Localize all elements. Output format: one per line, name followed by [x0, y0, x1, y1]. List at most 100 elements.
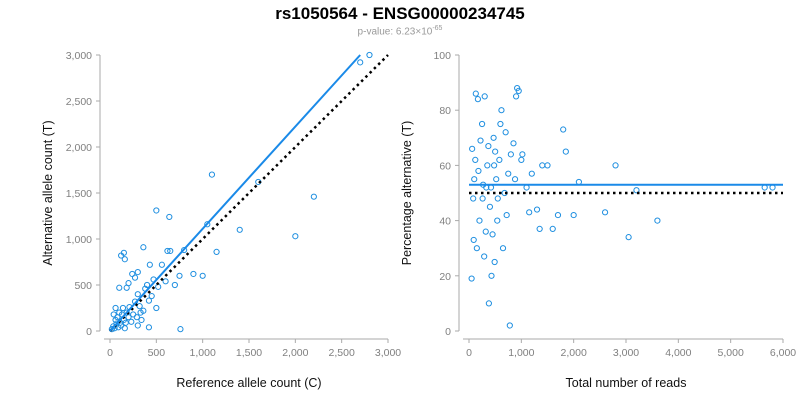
right-data-point [560, 126, 567, 133]
right-data-point [491, 258, 498, 266]
left-x-tick-label: 2,500 [329, 347, 355, 359]
right-data-point [533, 206, 541, 213]
right-data-point [539, 162, 546, 169]
left-data-point [134, 291, 141, 298]
scatter-plot-allele-counts: 0 500 1,000 1,500 2,000 2,500 3,000 0 500 1,000 1,… [41, 50, 401, 390]
right-data-point [492, 148, 499, 155]
left-data-point [176, 272, 183, 279]
left-data-point [208, 171, 216, 178]
right-data-point [481, 93, 488, 100]
right-data-point [478, 120, 486, 128]
left-x-tick-label: 500 [148, 347, 166, 359]
right-y-tick-label: 100 [433, 50, 451, 62]
right-data-point [549, 225, 556, 232]
right-y-tick-label: 0 [445, 326, 451, 338]
right-y-tick-label: 20 [439, 271, 451, 283]
left-data-point [190, 270, 197, 278]
right-data-point [505, 170, 512, 177]
left-data-point [125, 314, 132, 321]
right-data-point [519, 151, 526, 158]
left-data-point [148, 292, 155, 300]
left-data-point [155, 283, 162, 290]
left-data-point [146, 261, 153, 268]
left-x-tick-label: 1,500 [236, 347, 262, 359]
right-data-point [481, 253, 488, 260]
left-data-point [145, 297, 153, 304]
left-y-axis-title: Alternative allele count (T) [41, 120, 55, 265]
left-data-point [153, 304, 160, 312]
right-data-point [515, 87, 522, 94]
right-data-point [468, 275, 475, 282]
left-data-point [158, 261, 165, 268]
right-data-point [503, 211, 510, 219]
left-y-tick-label: 500 [74, 280, 92, 292]
right-data-point [485, 142, 492, 150]
left-x-tick-label: 0 [107, 347, 113, 359]
right-x-tick-label: 0 [466, 347, 472, 359]
right-x-tick-label: 2,000 [561, 347, 587, 359]
right-data-point [498, 107, 505, 114]
right-data-point [633, 187, 640, 194]
right-data-point [496, 156, 503, 163]
right-x-tick-label: 6,000 [770, 347, 796, 359]
right-data-point [511, 176, 519, 183]
right-y-tick-label: 40 [439, 216, 451, 228]
right-data-point [518, 156, 525, 163]
right-data-point [570, 211, 577, 219]
right-data-point [507, 151, 514, 158]
right-data-point [477, 137, 484, 144]
right-x-axis-title: Total number of reads [566, 376, 687, 390]
left-data-point [110, 311, 117, 318]
right-data-point [494, 217, 501, 224]
left-data-point [128, 318, 135, 325]
left-data-point [164, 247, 171, 255]
left-data-point [145, 324, 153, 331]
right-data-point [470, 195, 477, 202]
left-data-point [136, 303, 143, 310]
left-data-point [134, 269, 141, 276]
right-x-tick-label: 4,000 [665, 347, 691, 359]
right-data-point [471, 176, 478, 183]
right-data-point [469, 145, 476, 152]
right-data-point [485, 300, 492, 307]
left-data-point [292, 233, 299, 240]
p-value-exponent: -65 [432, 25, 443, 32]
right-data-point [562, 148, 569, 155]
right-x-tick-label: 3,000 [613, 347, 639, 359]
right-data-point [472, 90, 479, 97]
right-data-point [536, 225, 543, 232]
right-data-point [475, 167, 482, 175]
left-reference-line [109, 54, 389, 332]
left-data-point [357, 59, 364, 66]
right-data-point [497, 120, 504, 128]
right-data-point [482, 228, 489, 235]
p-value-text: p-value: 6.23×10 [357, 26, 433, 38]
left-data-point [131, 274, 139, 281]
left-data-point [121, 256, 128, 263]
left-data-point [123, 284, 130, 291]
left-data-point [138, 316, 145, 324]
left-data-point [134, 322, 141, 329]
right-data-point [506, 322, 513, 329]
right-y-tick-label: 60 [439, 160, 451, 172]
left-data-point [177, 326, 184, 333]
left-data-point [171, 281, 178, 289]
left-data-point [162, 278, 169, 285]
right-data-point [510, 140, 517, 147]
left-data-point [112, 304, 119, 312]
left-x-tick-label: 3,000 [375, 347, 401, 359]
left-data-point [153, 207, 160, 214]
left-data-point [181, 246, 188, 254]
left-data-point [116, 284, 123, 291]
left-y-tick-label: 2,000 [66, 142, 92, 154]
right-data-point [502, 129, 509, 136]
right-data-point [486, 203, 494, 210]
left-data-point [129, 270, 136, 278]
right-data-point [544, 162, 551, 169]
left-data-point [121, 325, 128, 332]
right-data-point [526, 209, 533, 216]
chart-subtitle: p-value: 6.23×10-65 [0, 25, 800, 37]
right-data-point [601, 209, 609, 216]
left-x-axis-title: Reference allele count (C) [176, 376, 321, 390]
